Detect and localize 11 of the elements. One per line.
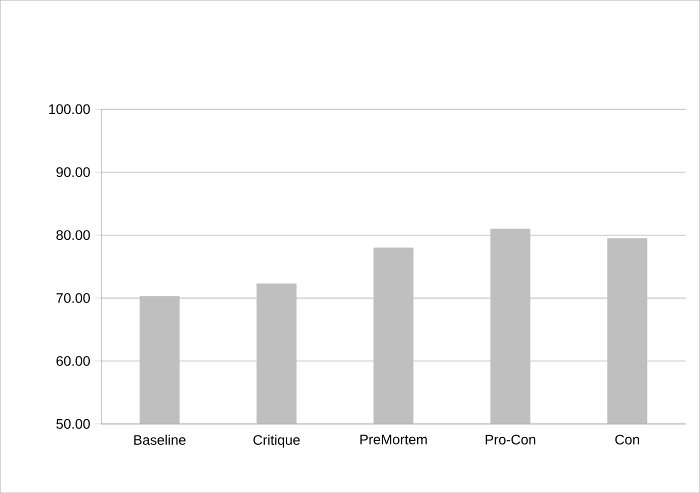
x-tick-label: Baseline: [134, 434, 186, 445]
y-tick-label: 70.00: [56, 293, 90, 303]
x-tick-label: Pro-Con: [486, 434, 536, 444]
y-tick-label: 60.00: [56, 356, 90, 366]
x-tick-label: Critique: [253, 434, 300, 448]
y-tick-label: 80.00: [56, 230, 90, 240]
y-tick-label: 50.00: [56, 418, 90, 429]
x-tick-label: Con: [615, 434, 640, 444]
y-tick-label: 100.00: [49, 104, 90, 114]
x-tick-label: PreMortem: [360, 434, 427, 444]
y-tick-label: 90.00: [56, 167, 90, 177]
